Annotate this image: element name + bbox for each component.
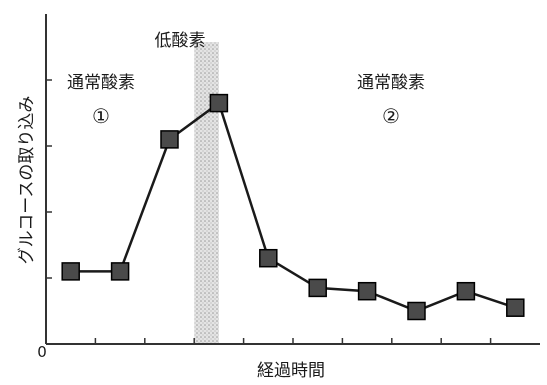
data-point-marker [110,262,130,281]
x-axis-label: 経過時間 [257,361,325,381]
series-markers [61,93,525,321]
data-point-marker [209,93,229,113]
annotation-normal-oxygen-2-number: ② [382,104,400,128]
data-point-marker [506,298,525,317]
low-oxygen-shaded-region [194,42,219,344]
y-ticks [46,79,52,279]
data-point-marker [456,281,476,301]
data-point-marker [61,262,80,281]
data-point-marker [357,281,377,301]
y-origin-label: 0 [37,343,47,361]
data-point-marker [407,301,426,321]
data-point-marker [160,130,179,149]
annotation-normal-oxygen-1: 通常酸素 [67,73,135,93]
annotation-normal-oxygen-2: 通常酸素 [357,73,425,93]
data-point-marker [259,248,278,268]
annotation-normal-oxygen-1-number: ① [92,104,110,128]
series-line [70,101,516,313]
x-ticks [94,338,492,344]
low-oxygen-label: 低酸素 [155,31,206,51]
data-point-marker [308,278,327,298]
y-axis-label: グルコースの取り込み [17,96,37,265]
